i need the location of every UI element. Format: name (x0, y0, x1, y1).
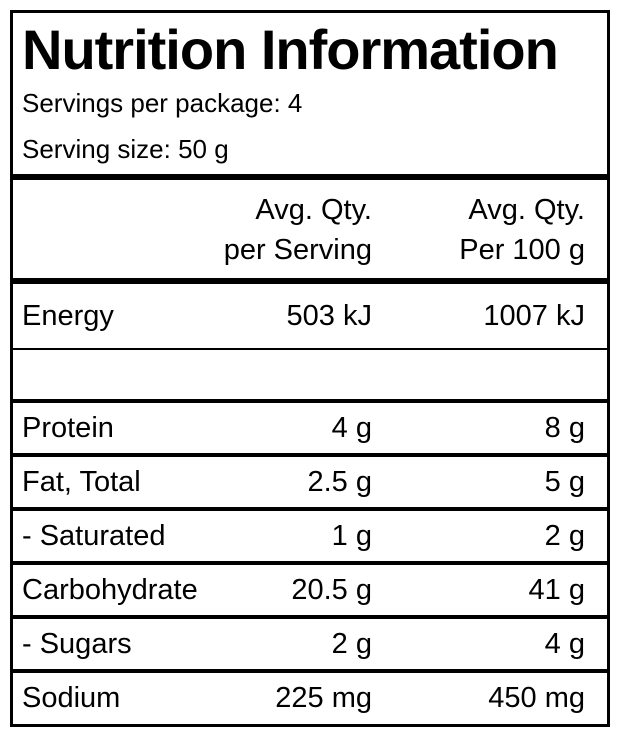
nutrient-name: Fat, Total (22, 465, 141, 498)
table-row-sugars: - Sugars 2 g 4 g (13, 615, 607, 669)
nutrient-name: Sodium (22, 681, 121, 714)
nutrient-name: - Saturated (22, 519, 166, 552)
nutrient-name: - Sugars (22, 627, 132, 660)
value-per-serving: 20.5 g (291, 573, 372, 606)
table-row-sodium: Sodium 225 mg 450 mg (13, 669, 607, 723)
value-per-100g: 450 mg (488, 681, 585, 714)
servings-per-package: Servings per package: 4 (22, 87, 303, 118)
table-row-protein: Protein 4 g 8 g (13, 399, 607, 453)
per-100g-column-header: Avg. Qty. Per 100 g (459, 194, 585, 266)
nutrition-label: Nutrition Information Servings per packa… (10, 10, 610, 727)
value-per-serving: 2.5 g (307, 465, 373, 498)
table-row-energy: Energy 503 kJ 1007 kJ (13, 284, 607, 350)
nutrient-name: Energy (22, 299, 114, 332)
table-row-spacer (13, 350, 607, 399)
nutrient-name: Protein (22, 411, 114, 444)
per-serving-column-header: Avg. Qty. per Serving (223, 194, 372, 266)
value-per-100g: 41 g (528, 573, 585, 606)
value-per-serving: 2 g (331, 627, 372, 660)
value-per-100g: 2 g (544, 519, 585, 552)
table-row-carbohydrate: Carbohydrate 20.5 g 41 g (13, 561, 607, 615)
value-per-serving: 1 g (331, 519, 372, 552)
value-per-100g: 5 g (544, 465, 585, 498)
column-headers: Avg. Qty. per Serving Avg. Qty. Per 100 … (13, 180, 607, 284)
nutrient-name: Carbohydrate (22, 573, 198, 606)
nutrient-column-header (13, 190, 202, 278)
value-per-100g: 1007 kJ (483, 299, 585, 332)
table-row-saturated: - Saturated 1 g 2 g (13, 507, 607, 561)
value-per-100g: 8 g (544, 411, 585, 444)
serving-size: Serving size: 50 g (22, 133, 229, 164)
value-per-serving: 503 kJ (286, 299, 372, 332)
table-row-fat-total: Fat, Total 2.5 g 5 g (13, 453, 607, 507)
label-title: Nutrition Information (22, 18, 559, 81)
value-per-serving: 225 mg (275, 681, 372, 714)
value-per-serving: 4 g (331, 411, 372, 444)
label-header: Nutrition Information Servings per packa… (13, 13, 607, 180)
value-per-100g: 4 g (544, 627, 585, 660)
